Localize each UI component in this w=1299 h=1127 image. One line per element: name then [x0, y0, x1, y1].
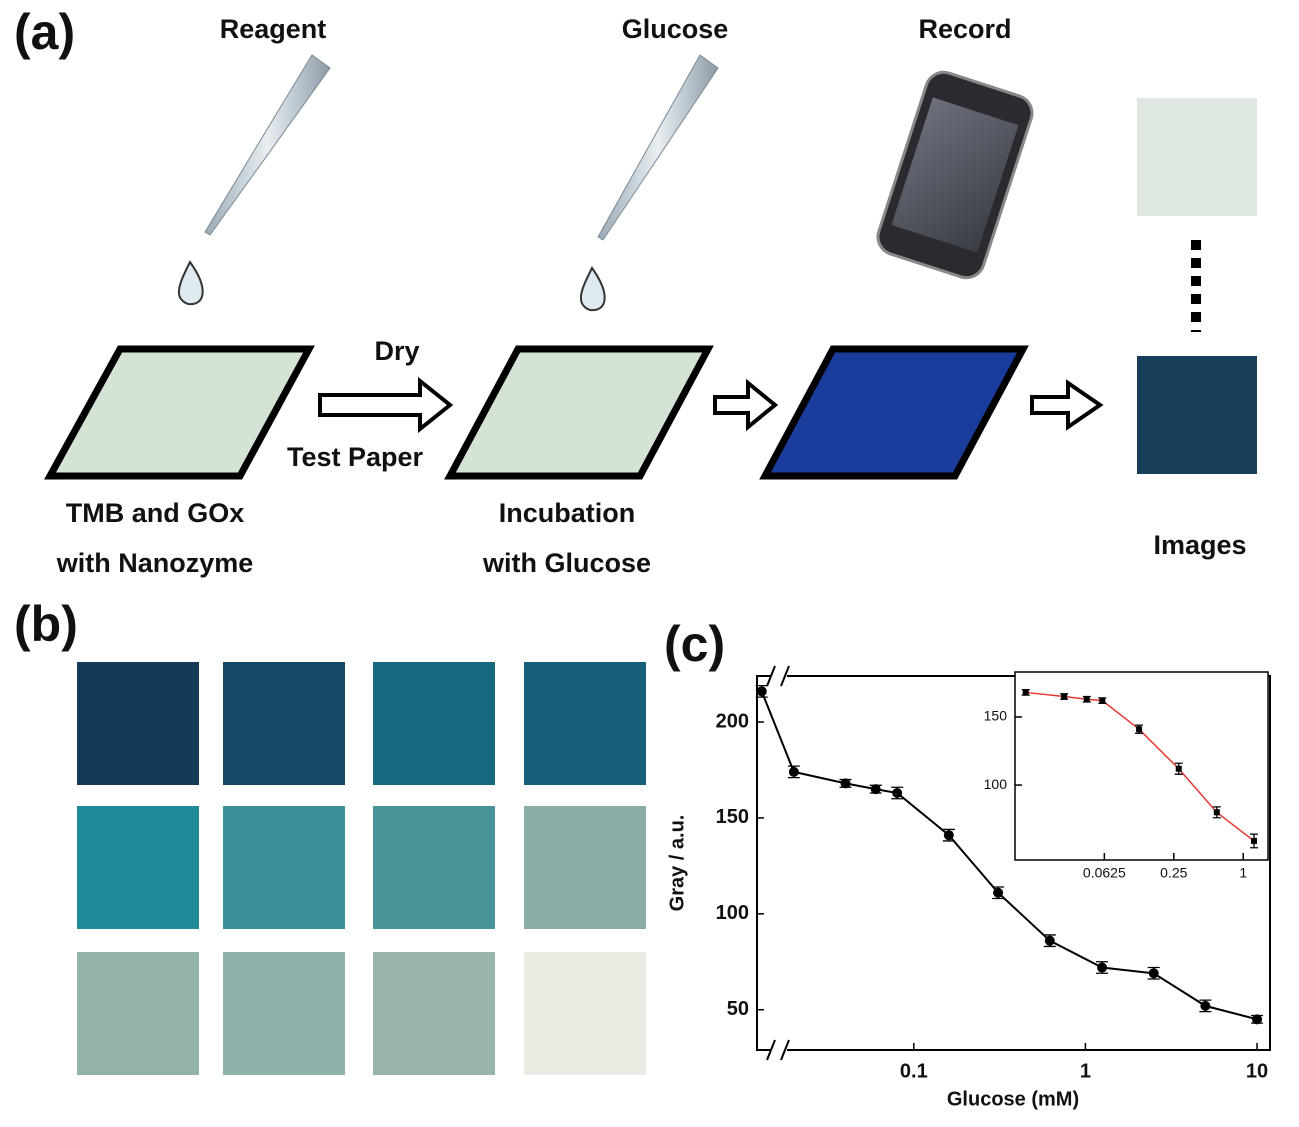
arrow-label: Dry	[374, 336, 419, 366]
panel-label: (a)	[14, 4, 75, 60]
phone	[876, 70, 1034, 280]
test-paper	[759, 345, 1029, 480]
arrow-label: Test Paper	[287, 442, 424, 472]
swatch	[223, 662, 345, 785]
swatch	[77, 952, 199, 1075]
y-tick-label: 150	[716, 806, 749, 828]
swatch	[373, 662, 495, 785]
caption: with Glucose	[482, 548, 651, 578]
marker	[1099, 697, 1106, 704]
x-tick-label: 0.25	[1160, 865, 1187, 881]
caption: Images	[1153, 530, 1246, 560]
test-paper	[44, 345, 315, 480]
caption: TMB and GOx	[66, 498, 245, 528]
image	[1137, 98, 1257, 216]
marker	[1136, 726, 1143, 733]
step-label: Glucose	[622, 14, 729, 44]
y-tick-label: 100	[716, 902, 749, 924]
marker	[1250, 837, 1257, 844]
axis-break	[766, 665, 790, 687]
image	[1137, 356, 1257, 474]
x-tick-label: 10	[1246, 1060, 1268, 1082]
y-tick-label: 150	[984, 708, 1008, 724]
marker	[1175, 765, 1182, 772]
pipette	[579, 54, 719, 312]
marker	[1022, 689, 1029, 696]
swatch	[373, 952, 495, 1075]
x-tick-label: 0.0625	[1083, 865, 1126, 881]
marker	[943, 830, 954, 841]
arrow	[713, 378, 779, 432]
arrow	[318, 376, 454, 434]
y-axis-label: Gray / a.u.	[666, 815, 688, 912]
swatch	[77, 662, 199, 785]
marker	[1148, 968, 1159, 979]
plot-frame	[1014, 671, 1269, 861]
swatch	[373, 806, 495, 929]
marker	[1200, 1000, 1211, 1011]
marker	[840, 778, 851, 789]
swatch	[524, 806, 646, 929]
marker	[1061, 693, 1068, 700]
pipette	[177, 54, 331, 306]
marker	[756, 686, 767, 697]
caption: with Nanozyme	[56, 548, 254, 578]
caption: Incubation	[499, 498, 636, 528]
marker	[1083, 696, 1090, 703]
marker	[870, 784, 881, 795]
data-line	[760, 690, 1258, 1021]
panel-label: (c)	[664, 616, 725, 672]
marker	[993, 887, 1004, 898]
swatch	[223, 952, 345, 1075]
y-tick-label: 200	[716, 710, 749, 732]
swatch	[524, 662, 646, 785]
axis-break	[766, 1039, 790, 1061]
data-line	[1025, 691, 1255, 842]
marker	[1044, 935, 1055, 946]
marker	[1097, 962, 1108, 973]
swatch	[77, 806, 199, 929]
step-label: Record	[918, 14, 1011, 44]
x-tick-label: 0.1	[900, 1060, 928, 1082]
swatch	[524, 952, 646, 1075]
arrow	[1030, 379, 1104, 431]
step-label: Reagent	[220, 14, 327, 44]
y-tick-label: 100	[984, 776, 1008, 792]
swatch	[223, 806, 345, 929]
marker	[1252, 1014, 1263, 1025]
x-tick-label: 1	[1080, 1060, 1091, 1082]
marker	[892, 787, 903, 798]
marker	[788, 766, 799, 777]
marker	[1213, 809, 1220, 816]
charts: 0.1 1 10 50 100 150 200 0.0625 0.25 1 100 150	[716, 665, 1271, 1082]
panel-label: (b)	[14, 596, 78, 652]
x-axis-label: Glucose (mM)	[947, 1088, 1079, 1110]
swatches	[77, 662, 646, 1075]
x-tick-label: 1	[1239, 865, 1247, 881]
y-tick-label: 50	[727, 998, 749, 1020]
test-paper	[444, 345, 714, 480]
